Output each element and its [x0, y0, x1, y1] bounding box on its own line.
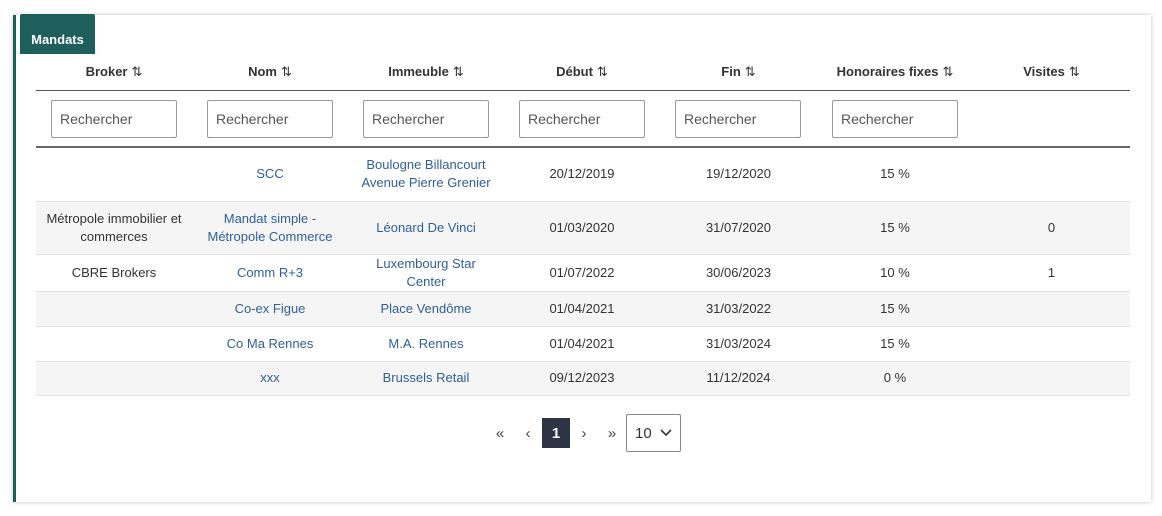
table-row: Co Ma Rennes M.A. Rennes 01/04/2021 31/03/2… — [36, 326, 1130, 362]
cell-broker: Métropole immobilier et commerces — [36, 201, 192, 255]
cell-debut: 09/12/2023 — [504, 361, 660, 396]
column-header-broker[interactable]: Broker ⇅ — [36, 54, 192, 91]
cell-immeuble[interactable]: Place Vendôme — [348, 291, 504, 327]
cell-fin: 31/03/2022 — [660, 291, 817, 327]
cell-broker — [36, 147, 192, 202]
cell-fin: 30/06/2023 — [660, 254, 817, 292]
cell-visites — [973, 326, 1130, 362]
cell-debut: 01/07/2022 — [504, 254, 660, 292]
chevron-down-icon — [660, 429, 672, 437]
page-size-select[interactable]: 10 — [626, 414, 681, 452]
cell-nom[interactable]: Comm R+3 — [192, 254, 348, 292]
page-size-value: 10 — [635, 424, 652, 442]
table-row: xxx Brussels Retail 09/12/2023 11/12/2024 0 … — [36, 361, 1130, 396]
cell-debut: 01/04/2021 — [504, 291, 660, 327]
sort-icon[interactable]: ⇅ — [596, 64, 608, 79]
sort-icon[interactable]: ⇅ — [452, 64, 464, 79]
cell-honoraires: 0 % — [817, 361, 973, 396]
sort-icon[interactable]: ⇅ — [744, 64, 756, 79]
cell-nom[interactable]: Mandat simple - Métropole Commerce — [192, 201, 348, 255]
search-input-fin[interactable] — [675, 99, 801, 138]
search-input-broker[interactable] — [51, 99, 177, 138]
column-header-fin[interactable]: Fin ⇅ — [660, 54, 817, 91]
search-input-nom[interactable] — [207, 99, 333, 138]
sort-icon[interactable]: ⇅ — [280, 64, 292, 79]
cell-fin: 31/07/2020 — [660, 201, 817, 255]
column-header-debut[interactable]: Début ⇅ — [504, 54, 660, 91]
cell-fin: 31/03/2024 — [660, 326, 817, 362]
cell-nom[interactable]: Co Ma Rennes — [192, 326, 348, 362]
cell-honoraires: 15 % — [817, 326, 973, 362]
card-title: Mandats — [20, 14, 95, 54]
first-page-button[interactable]: « — [495, 424, 505, 442]
cell-nom[interactable]: SCC — [192, 147, 348, 202]
table-row: Co-ex Figue Place Vendôme 01/04/2021 31/03/… — [36, 291, 1130, 327]
column-header-immeuble[interactable]: Immeuble ⇅ — [348, 54, 504, 91]
cell-immeuble[interactable]: Luxembourg Star Center — [348, 254, 504, 292]
cell-nom[interactable]: Co-ex Figue — [192, 291, 348, 327]
cell-fin: 11/12/2024 — [660, 361, 817, 396]
next-page-button[interactable]: › — [581, 424, 587, 442]
search-input-honoraires[interactable] — [832, 99, 958, 138]
cell-visites — [973, 291, 1130, 327]
cell-broker: CBRE Brokers — [36, 254, 192, 292]
mandats-table: Broker ⇅ Nom ⇅ Immeuble ⇅ Début ⇅ Fin ⇅ Honor… — [36, 54, 1130, 396]
sort-icon[interactable]: ⇅ — [131, 64, 143, 79]
cell-debut: 20/12/2019 — [504, 147, 660, 202]
table-row: SCC Boulogne Billancourt Avenue Pierre Gr… — [36, 147, 1130, 202]
cell-fin: 19/12/2020 — [660, 147, 817, 202]
header-row: Broker ⇅ Nom ⇅ Immeuble ⇅ Début ⇅ Fin ⇅ Honor… — [36, 54, 1130, 91]
search-input-debut[interactable] — [519, 99, 645, 138]
filter-row — [36, 90, 1130, 148]
cell-immeuble[interactable]: M.A. Rennes — [348, 326, 504, 362]
cell-immeuble[interactable]: Léonard De Vinci — [348, 201, 504, 255]
column-header-honoraires[interactable]: Honoraires fixes ⇅ — [817, 54, 973, 91]
sort-icon[interactable]: ⇅ — [942, 64, 954, 79]
cell-debut: 01/04/2021 — [504, 326, 660, 362]
search-input-immeuble[interactable] — [363, 99, 489, 138]
cell-immeuble[interactable]: Boulogne Billancourt Avenue Pierre Greni… — [348, 147, 504, 202]
last-page-button[interactable]: » — [607, 424, 617, 442]
sort-icon[interactable]: ⇅ — [1068, 64, 1080, 79]
cell-broker — [36, 326, 192, 362]
table-row: Métropole immobilier et commerces Mandat … — [36, 201, 1130, 255]
column-header-nom[interactable]: Nom ⇅ — [192, 54, 348, 91]
cell-honoraires: 15 % — [817, 201, 973, 255]
cell-honoraires: 15 % — [817, 147, 973, 202]
pagination: « ‹ 1 › » 10 — [486, 414, 681, 452]
cell-visites — [973, 147, 1130, 202]
cell-debut: 01/03/2020 — [504, 201, 660, 255]
cell-nom[interactable]: xxx — [192, 361, 348, 396]
cell-visites: 0 — [973, 201, 1130, 255]
current-page-button[interactable]: 1 — [542, 418, 570, 448]
cell-honoraires: 10 % — [817, 254, 973, 292]
cell-honoraires: 15 % — [817, 291, 973, 327]
cell-immeuble[interactable]: Brussels Retail — [348, 361, 504, 396]
cell-visites — [973, 361, 1130, 396]
prev-page-button[interactable]: ‹ — [525, 424, 531, 442]
cell-broker — [36, 291, 192, 327]
cell-visites: 1 — [973, 254, 1130, 292]
table-row: CBRE Brokers Comm R+3 Luxembourg Star Cent… — [36, 254, 1130, 292]
cell-broker — [36, 361, 192, 396]
column-header-visites[interactable]: Visites ⇅ — [973, 54, 1130, 91]
